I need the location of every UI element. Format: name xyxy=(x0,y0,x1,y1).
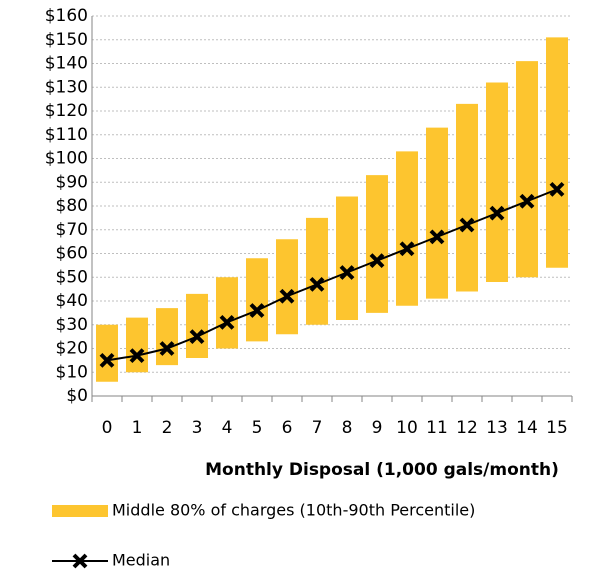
range-bar xyxy=(126,317,148,373)
x-axis-title: Monthly Disposal (1,000 gals/month) xyxy=(205,460,559,480)
median-marker xyxy=(309,276,325,292)
x-tick-label: 0 xyxy=(102,418,113,438)
y-tick-label: $110 xyxy=(45,125,88,145)
x-tick-label: 10 xyxy=(396,418,418,438)
y-tick-label: $70 xyxy=(56,220,88,240)
x-tick-label: 9 xyxy=(372,418,383,438)
x-tick-label: 7 xyxy=(312,418,323,438)
y-tick-label: $0 xyxy=(66,386,88,406)
y-tick-label: $130 xyxy=(45,77,88,97)
y-tick-label: $90 xyxy=(56,172,88,192)
range-bar xyxy=(216,277,238,349)
median-marker xyxy=(129,348,145,364)
y-tick-label: $100 xyxy=(45,149,88,169)
range-bar xyxy=(486,82,508,282)
legend-label: Median xyxy=(112,551,170,570)
median-marker xyxy=(339,265,355,280)
median-line xyxy=(106,188,558,362)
range-bar xyxy=(336,196,358,320)
y-tick-label: $60 xyxy=(56,244,88,264)
y-tick-label: $140 xyxy=(45,54,88,74)
median-marker xyxy=(549,181,565,197)
x-tick-label: 12 xyxy=(456,418,478,438)
x-tick-label: 8 xyxy=(342,418,353,438)
x-tick-label: 11 xyxy=(426,418,448,438)
median-marker xyxy=(279,288,295,304)
x-tick-label: 4 xyxy=(222,418,233,438)
x-tick-label: 14 xyxy=(516,418,538,438)
range-bar xyxy=(276,239,298,335)
x-tick-label: 3 xyxy=(192,418,203,438)
median-marker xyxy=(489,205,505,221)
range-bar xyxy=(366,175,388,313)
y-tick-label: $50 xyxy=(56,267,88,287)
median-marker xyxy=(99,352,115,368)
median-marker xyxy=(429,229,445,245)
median-marker xyxy=(219,314,235,330)
range-bar xyxy=(186,293,208,358)
x-tick-label: 6 xyxy=(282,418,293,438)
range-bar xyxy=(396,151,418,306)
range-bar xyxy=(96,324,118,382)
y-tick-label: $20 xyxy=(56,339,88,359)
range-bar xyxy=(546,37,568,268)
legend-marker xyxy=(72,553,88,569)
x-tick-label: 13 xyxy=(486,418,508,438)
y-tick-label: $160 xyxy=(45,6,88,26)
y-tick-label: $30 xyxy=(56,315,88,335)
legend-label: Middle 80% of charges (10th-90th Percent… xyxy=(112,501,475,520)
x-tick-label: 1 xyxy=(132,418,143,438)
legend-swatch xyxy=(52,505,108,517)
median-marker xyxy=(399,241,415,257)
range-bar xyxy=(426,127,448,299)
y-tick-label: $120 xyxy=(45,101,88,121)
range-bar xyxy=(156,308,178,366)
x-tick-label: 5 xyxy=(252,418,263,438)
median-marker xyxy=(159,341,175,356)
range-bar xyxy=(456,103,478,292)
range-bar xyxy=(516,61,538,278)
median-marker xyxy=(459,217,475,233)
x-tick-label: 15 xyxy=(546,418,568,438)
range-bar xyxy=(246,258,268,342)
y-tick-label: $80 xyxy=(56,196,88,216)
median-marker xyxy=(519,193,535,209)
y-tick-label: $150 xyxy=(45,30,88,50)
range-bar xyxy=(306,217,328,325)
x-tick-label: 2 xyxy=(162,418,173,438)
median-marker xyxy=(189,329,205,345)
median-marker xyxy=(249,303,265,318)
y-tick-label: $10 xyxy=(56,362,88,382)
y-tick-label: $40 xyxy=(56,291,88,311)
median-marker xyxy=(369,253,385,269)
